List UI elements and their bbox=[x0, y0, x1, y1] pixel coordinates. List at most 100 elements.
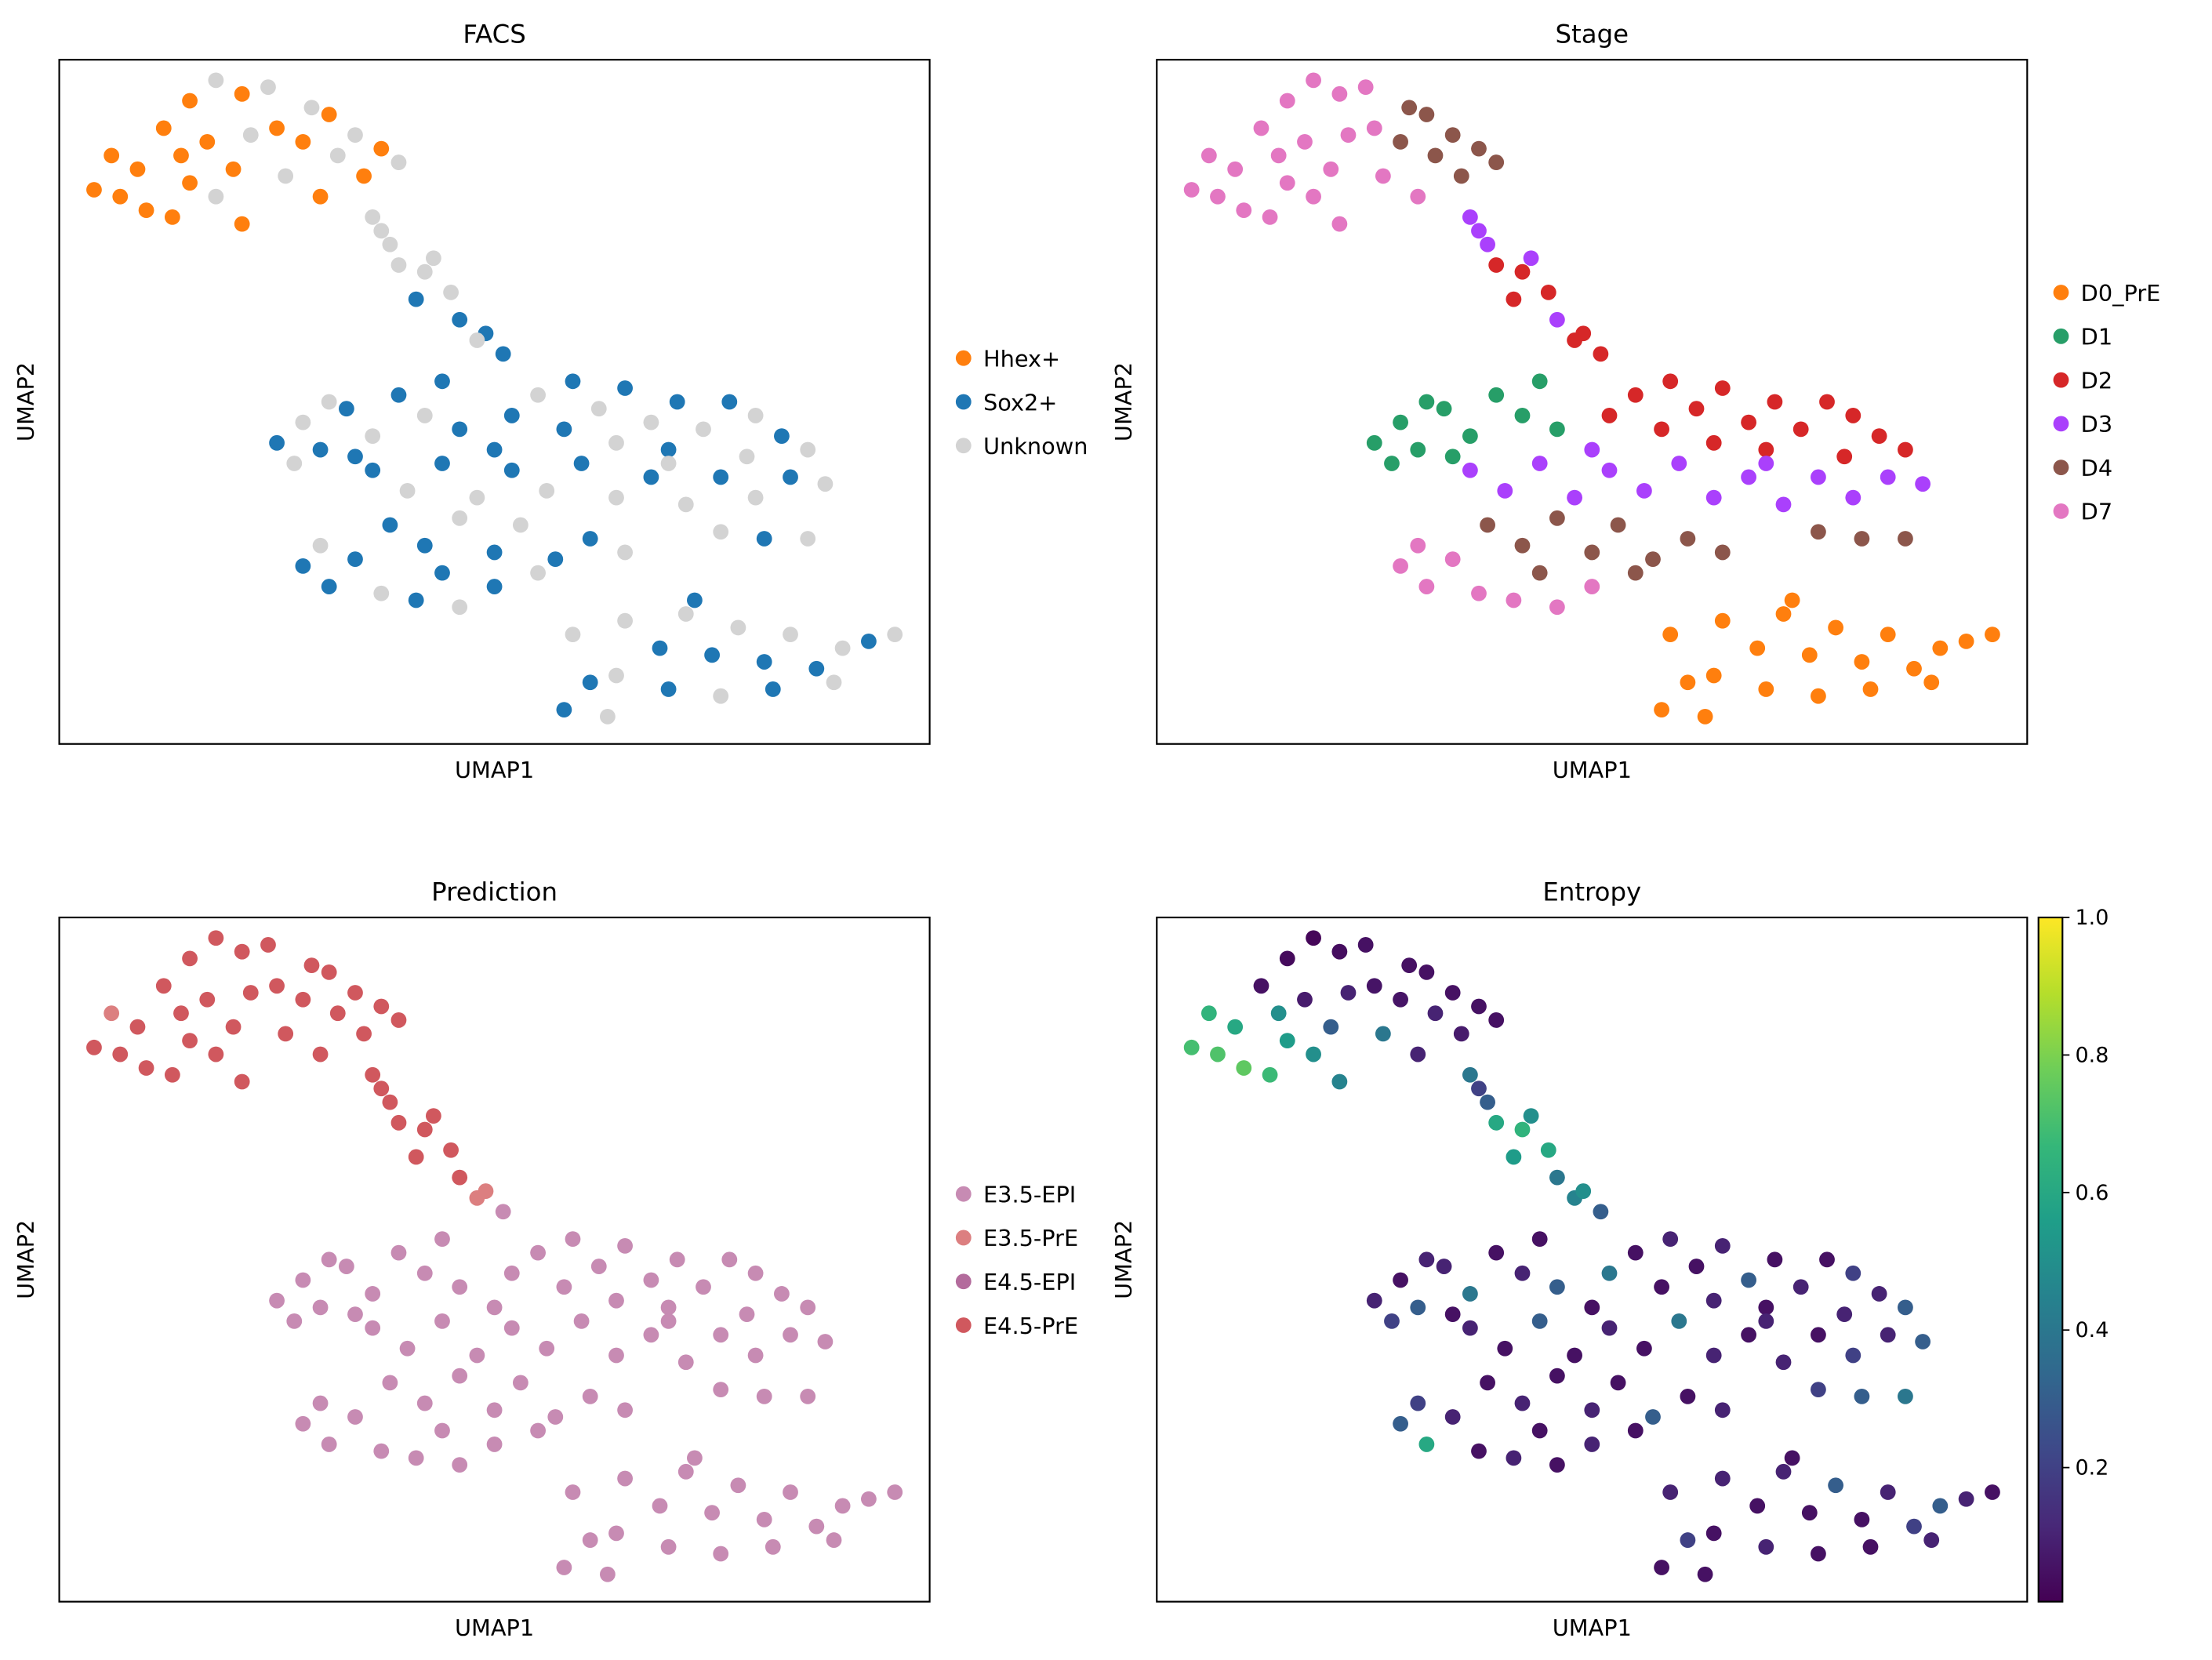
data-point bbox=[1862, 681, 1879, 697]
data-point bbox=[1488, 1244, 1505, 1261]
data-point bbox=[1705, 1347, 1722, 1364]
data-point bbox=[1828, 1477, 1844, 1494]
legend-marker bbox=[2053, 328, 2069, 344]
data-point bbox=[808, 1518, 825, 1535]
legend-label: Hhex+ bbox=[983, 345, 1060, 372]
panel-title: FACS bbox=[463, 20, 525, 49]
data-point bbox=[1418, 107, 1435, 122]
data-point bbox=[1331, 85, 1348, 102]
data-point bbox=[556, 1279, 572, 1295]
data-point bbox=[1444, 127, 1461, 143]
data-point bbox=[1767, 1251, 1783, 1268]
data-point bbox=[1506, 1450, 1522, 1466]
data-point bbox=[1792, 1279, 1809, 1295]
data-point bbox=[739, 449, 755, 465]
data-point bbox=[234, 1073, 250, 1090]
data-point bbox=[756, 654, 772, 670]
data-point bbox=[1758, 681, 1774, 697]
data-point bbox=[1531, 565, 1548, 581]
data-point bbox=[112, 1046, 129, 1062]
data-point bbox=[1427, 147, 1444, 164]
legend-marker bbox=[955, 1230, 972, 1246]
data-point bbox=[390, 387, 407, 403]
data-point bbox=[1819, 394, 1835, 410]
data-point bbox=[312, 1395, 329, 1411]
data-point bbox=[1497, 1340, 1513, 1357]
data-point bbox=[617, 1402, 633, 1418]
data-point bbox=[800, 1388, 816, 1404]
data-point bbox=[713, 469, 729, 485]
x-axis-label: UMAP1 bbox=[455, 757, 534, 783]
data-point bbox=[643, 414, 659, 430]
legend-label: Sox2+ bbox=[983, 389, 1057, 416]
data-point bbox=[677, 1354, 694, 1371]
axes-frame bbox=[58, 916, 931, 1603]
data-point bbox=[617, 1470, 633, 1487]
data-point bbox=[1549, 1457, 1565, 1473]
data-point bbox=[234, 216, 250, 232]
data-point bbox=[1306, 930, 1321, 946]
colorbar-tick-label: 1.0 bbox=[2075, 906, 2108, 930]
data-point bbox=[208, 188, 224, 205]
legend-marker bbox=[2053, 416, 2069, 432]
data-point bbox=[1210, 188, 1226, 205]
data-point bbox=[295, 1415, 311, 1432]
data-point bbox=[452, 1457, 468, 1473]
data-point bbox=[1636, 483, 1652, 499]
data-point bbox=[599, 708, 616, 725]
data-point bbox=[1898, 1299, 1913, 1316]
panel-entropy: Entropy UMAP1 UMAP2 0.2 0.4 0.6 0.8 1.0 bbox=[1110, 877, 2108, 1640]
data-point bbox=[1366, 120, 1382, 136]
data-point bbox=[617, 380, 633, 396]
data-point bbox=[1593, 1204, 1609, 1220]
data-point bbox=[86, 182, 102, 198]
data-point bbox=[1898, 441, 1913, 458]
data-point bbox=[1601, 1265, 1618, 1281]
data-point bbox=[365, 1320, 381, 1336]
data-point bbox=[104, 1005, 120, 1022]
points bbox=[1183, 930, 2000, 1582]
data-point bbox=[1480, 1375, 1495, 1391]
data-point bbox=[1645, 1409, 1661, 1425]
data-point bbox=[503, 1320, 520, 1336]
data-point bbox=[1610, 1375, 1626, 1391]
legend-label: E3.5-PrE bbox=[983, 1225, 1078, 1251]
data-point bbox=[1471, 585, 1487, 601]
data-point bbox=[312, 1299, 329, 1316]
data-point bbox=[582, 1388, 598, 1404]
axes-frame bbox=[1156, 59, 2029, 745]
data-point bbox=[1549, 311, 1565, 328]
y-axis-label: UMAP2 bbox=[1110, 362, 1137, 441]
data-point bbox=[1775, 606, 1792, 622]
data-point bbox=[1393, 1272, 1408, 1288]
legend-marker bbox=[2053, 503, 2069, 519]
data-point bbox=[1662, 373, 1679, 390]
data-point bbox=[652, 1498, 668, 1514]
data-point bbox=[225, 1019, 242, 1035]
data-point bbox=[503, 1265, 520, 1281]
data-point bbox=[1845, 489, 1861, 506]
data-point bbox=[1741, 1272, 1756, 1288]
data-point bbox=[1932, 640, 1949, 656]
data-point bbox=[1932, 1498, 1949, 1514]
data-point bbox=[582, 674, 598, 691]
data-point bbox=[1375, 168, 1391, 184]
data-point bbox=[556, 421, 572, 438]
data-point bbox=[1540, 1142, 1556, 1158]
data-point bbox=[1393, 134, 1408, 150]
data-point bbox=[1915, 476, 1931, 492]
data-point bbox=[1906, 660, 1922, 677]
legend: E3.5-EPI E3.5-PrE E4.5-EPI E4.5-PrE bbox=[955, 1181, 1078, 1339]
data-point bbox=[1236, 202, 1252, 219]
data-point bbox=[312, 1046, 329, 1062]
data-point bbox=[129, 1019, 146, 1035]
data-point bbox=[1279, 950, 1295, 967]
data-point bbox=[138, 202, 154, 219]
data-point bbox=[1393, 1415, 1408, 1432]
data-point bbox=[365, 1286, 381, 1302]
data-point bbox=[208, 72, 224, 89]
data-point bbox=[556, 702, 572, 718]
data-point bbox=[660, 456, 677, 471]
data-point bbox=[1410, 1046, 1426, 1062]
data-point bbox=[321, 1251, 337, 1268]
